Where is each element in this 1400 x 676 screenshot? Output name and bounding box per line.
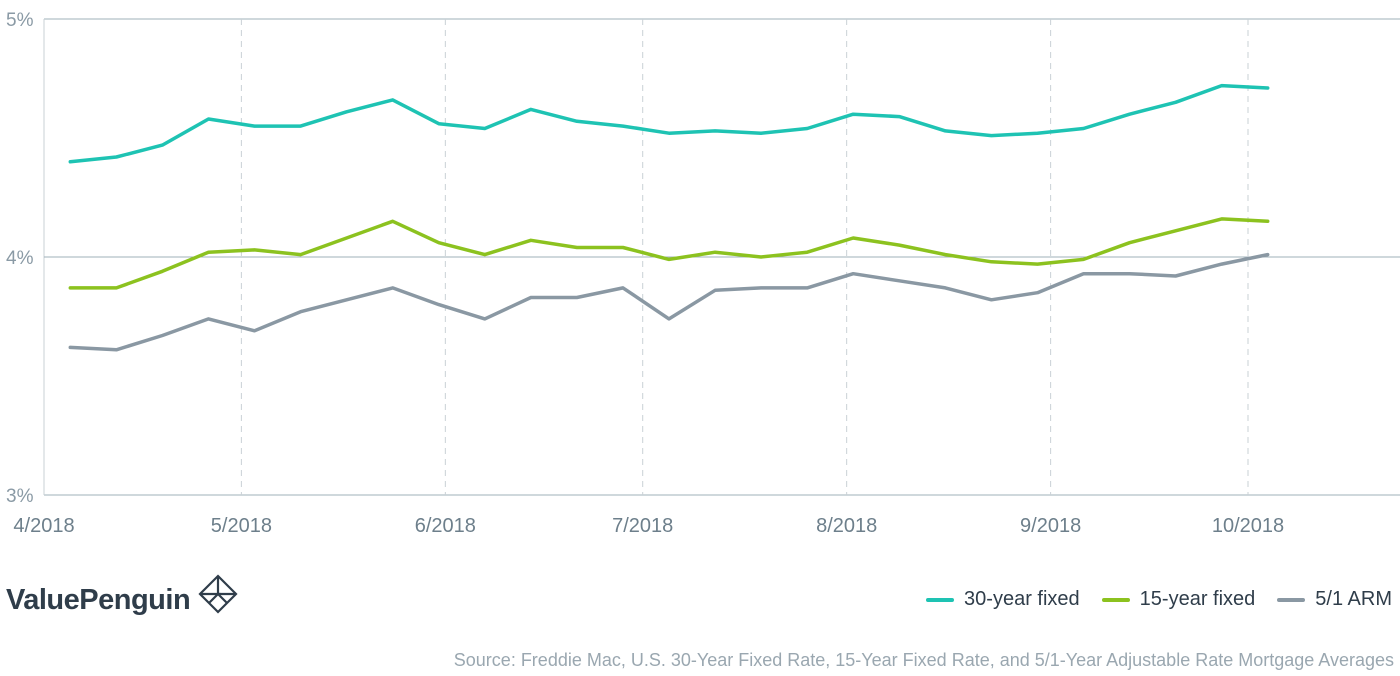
x-tick-label: 9/2018 <box>1020 515 1081 537</box>
grid-layer <box>43 18 1400 496</box>
legend-swatch-15-year <box>1101 597 1130 602</box>
valuepenguin-logo-icon <box>198 574 238 614</box>
x-tick-label: 6/2018 <box>415 515 476 537</box>
legend-swatch-30-year <box>926 597 955 602</box>
series-line-5-1-arm <box>68 252 1270 352</box>
legend-label-5-1-arm: 5/1 ARM <box>1315 588 1392 610</box>
legend-item-15-year: 15-year fixed <box>1101 588 1256 611</box>
brand: ValuePenguin <box>6 574 240 618</box>
legend-item-30-year: 30-year fixed <box>926 588 1080 611</box>
series-line-30-year-fixed <box>68 83 1270 164</box>
x-tick-label: 4/2018 <box>13 515 74 537</box>
legend: 30-year fixed 15-year fixed 5/1 ARM <box>904 588 1392 611</box>
x-tick-label: 8/2018 <box>816 515 877 537</box>
y-tick-label: 5% <box>6 10 34 31</box>
line-chart: 5% 4% 3% 4/2018 5/2018 6/2018 7/2018 8/2018 9/20… <box>6 10 1400 537</box>
brand-name: ValuePenguin <box>6 583 191 616</box>
x-tick-label: 5/2018 <box>211 515 272 537</box>
y-tick-label: 3% <box>6 486 34 507</box>
series-layer <box>68 83 1270 352</box>
legend-label-15-year: 15-year fixed <box>1139 588 1256 610</box>
y-tick-label: 4% <box>6 248 34 269</box>
x-tick-label: 10/2018 <box>1212 515 1284 537</box>
legend-label-30-year: 30-year fixed <box>964 588 1080 610</box>
legend-item-5-1-arm: 5/1 ARM <box>1277 588 1392 611</box>
series-line-15-year-fixed <box>68 217 1270 290</box>
legend-swatch-5-1-arm <box>1277 597 1306 602</box>
label-layer: 5% 4% 3% 4/2018 5/2018 6/2018 7/2018 8/2018 9/20… <box>6 10 1284 537</box>
x-tick-label: 7/2018 <box>612 515 673 537</box>
source-note: Source: Freddie Mac, U.S. 30-Year Fixed … <box>453 650 1394 670</box>
